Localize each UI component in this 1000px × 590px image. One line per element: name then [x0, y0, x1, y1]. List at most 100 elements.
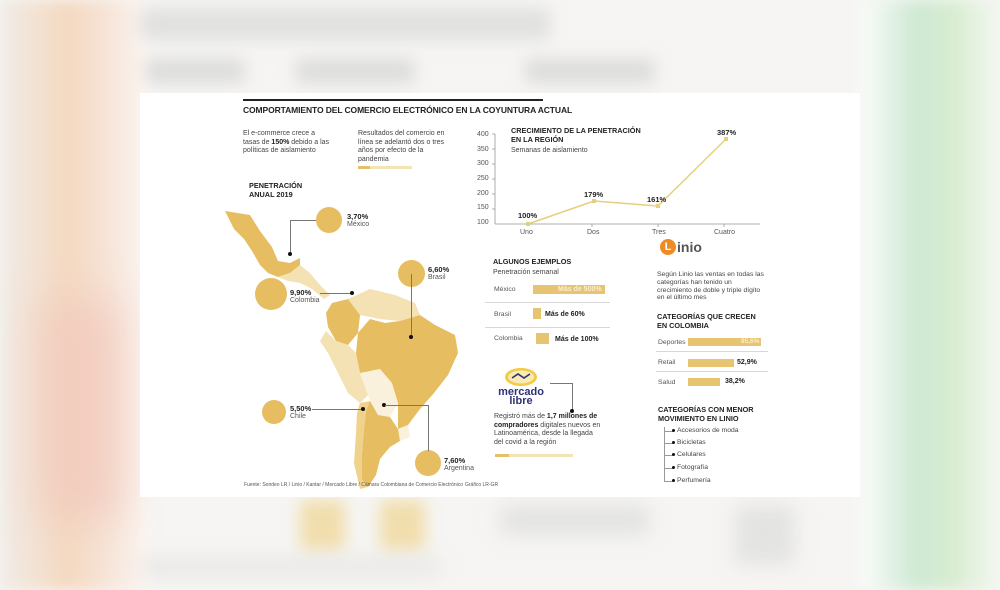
bullet-icon: [672, 429, 675, 432]
leader-line: [411, 274, 412, 337]
examples-subheading: Penetración semanal: [493, 269, 559, 276]
blurred-right-sidebar: [860, 0, 1000, 590]
bullet-icon: [672, 466, 675, 469]
tree-branch: [664, 481, 673, 482]
data-label: 161%: [647, 195, 667, 204]
x-tick: Tres: [652, 229, 666, 236]
example-bar-mexico: [533, 285, 605, 294]
example-country: México: [494, 286, 516, 293]
bullet-icon: [672, 441, 675, 444]
line-chart-plot: [492, 133, 760, 227]
less-heading: CATEGORÍAS CON MENOR MOVIMIENTO EN LINIO: [658, 405, 754, 423]
line-chart-subtitle: Semanas de aislamiento: [511, 147, 588, 154]
blurred-headline: [140, 8, 550, 40]
infographic-title: COMPORTAMIENTO DEL COMERCIO ELECTRÓNICO …: [243, 105, 573, 115]
linio-logo-text: inio: [677, 239, 702, 255]
mexico-bubble: [316, 207, 342, 233]
grow-label: Retail: [658, 359, 676, 366]
x-tick: Uno: [520, 229, 533, 236]
leader-line: [320, 293, 352, 294]
leader-line: [428, 405, 429, 451]
blurred-block: [295, 58, 415, 84]
linio-logo-mark: L: [660, 239, 676, 255]
mercadolibre-handshake-icon: [505, 368, 537, 386]
x-tick: Dos: [587, 229, 600, 236]
example-country: Brasil: [494, 311, 511, 318]
blurred-image: [300, 500, 345, 550]
argentina-label: 7,60% Argentina: [444, 456, 474, 473]
colombia-shape: [326, 299, 360, 345]
x-tick: Cuatro: [714, 229, 736, 236]
tree-branch: [664, 455, 673, 456]
grow-value: 85,6%: [741, 338, 760, 345]
blurred-left-accent: [40, 300, 120, 520]
data-label: 179%: [584, 190, 604, 199]
uruguay-shape: [398, 425, 410, 441]
grow-bar-retail: [688, 359, 734, 367]
progress-indicator: [358, 166, 412, 169]
less-item: Celulares: [677, 451, 706, 458]
brazil-shape: [356, 315, 458, 429]
example-value: Más de 100%: [555, 336, 599, 343]
grow-label: Deportes: [658, 339, 686, 346]
grow-bar-deportes: [688, 338, 761, 346]
colombia-bubble: [255, 278, 287, 310]
y-tick: 300: [477, 160, 489, 167]
leader-line: [572, 383, 573, 411]
example-country: Colombia: [494, 335, 523, 342]
chile-label: 5,50% Chile: [290, 404, 312, 421]
argentina-marker: [382, 403, 386, 407]
blurred-block: [735, 505, 795, 565]
divider: [485, 302, 610, 303]
divider: [485, 327, 610, 328]
leader-line: [550, 383, 573, 384]
blurred-block: [525, 58, 655, 84]
mexico-label: 3,70% México: [347, 212, 370, 229]
grow-label: Salud: [658, 379, 676, 386]
example-bar-brasil: [533, 308, 541, 319]
less-item: Fotografía: [677, 464, 708, 471]
map-heading: PENETRACIÓN ANUAL 2019: [249, 181, 303, 199]
blurred-block: [500, 505, 650, 535]
infographic: COMPORTAMIENTO DEL COMERCIO ELECTRÓNICO …: [140, 93, 860, 497]
divider: [656, 351, 768, 352]
mexico-shape: [225, 211, 300, 277]
y-tick: 250: [477, 175, 489, 182]
argentina-bubble: [415, 450, 441, 476]
leader-marker: [570, 409, 574, 413]
leader-line: [290, 220, 291, 254]
colombia-marker: [350, 291, 354, 295]
tree-branch: [664, 443, 673, 444]
grow-bar-salud: [688, 378, 720, 386]
venezuela-shape: [348, 289, 420, 321]
brasil-marker: [409, 335, 413, 339]
example-bar-colombia: [536, 333, 549, 344]
less-item: Bicicletas: [677, 439, 706, 446]
grow-heading: CATEGORÍAS QUE CRECEN EN COLOMBIA: [657, 312, 756, 330]
grow-value: 38,2%: [725, 378, 745, 385]
graphic-credit: Gráfico LR-GR: [465, 482, 499, 488]
blurred-block: [145, 58, 245, 84]
data-label: 387%: [717, 128, 737, 137]
bullet-icon: [672, 453, 675, 456]
intro-right-text: Resultados del comercio en línea se adel…: [358, 130, 445, 163]
linio-text: Según Linio las ventas en todas las cate…: [657, 271, 764, 302]
colombia-label: 9,90% Colombia: [290, 288, 320, 305]
y-tick: 200: [477, 190, 489, 197]
chile-bubble: [262, 400, 286, 424]
latin-america-map: [225, 211, 458, 489]
less-item: Accesorios de moda: [677, 427, 739, 434]
chile-shape: [354, 401, 370, 489]
leader-line: [312, 409, 362, 410]
example-value: Más de 500%: [558, 286, 602, 293]
bullet-icon: [672, 479, 675, 482]
mercadolibre-logo: mercado libre: [498, 386, 544, 407]
linio-logo: L inio: [660, 239, 702, 255]
argentina-shape: [362, 401, 400, 487]
chile-marker: [361, 407, 365, 411]
title-rule: [243, 99, 543, 101]
mexico-marker: [288, 252, 292, 256]
progress-indicator: [495, 454, 573, 457]
y-tick: 100: [477, 219, 489, 226]
